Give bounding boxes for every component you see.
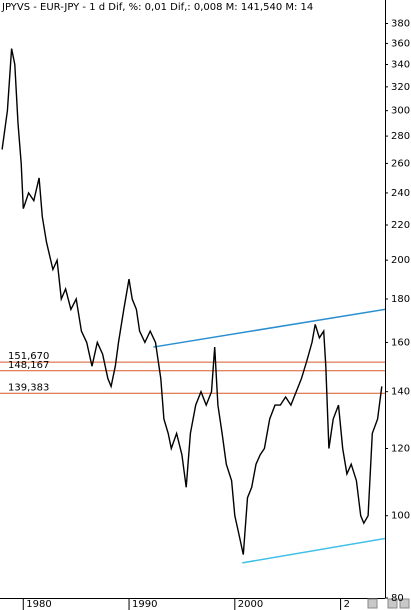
icon[interactable] [399,598,410,609]
icon[interactable] [387,598,398,609]
level-label: 151,670 [8,351,49,362]
price-line [1,48,383,555]
x-tick-label: 1990 [132,599,157,610]
y-tick-label: 140 [391,387,410,398]
y-tick-label: 260 [391,158,410,169]
chart-title: JPYVS - EUR-JPY - 1 d Dif, %: 0,01 Dif,:… [1,2,313,13]
level-label: 148,167 [8,360,49,371]
icon[interactable] [367,598,378,609]
y-tick-label: 380 [391,18,410,29]
level-label: 139,383 [8,382,49,393]
y-tick-label: 120 [391,444,410,455]
toolbar-icons [367,598,410,609]
y-tick-label: 340 [391,60,410,71]
trend-line [242,537,386,564]
x-tick-label: 2000 [238,599,263,610]
header-bg [0,0,385,13]
y-tick-label: 180 [391,294,410,305]
y-tick-label: 200 [391,255,410,266]
y-tick-label: 320 [391,82,410,93]
y-tick-label: 240 [391,188,410,199]
y-tick-label: 80 [391,593,404,604]
trend-line [153,308,386,348]
x-tick-label: 1980 [26,599,51,610]
x-tick-label: 2 [344,599,350,610]
y-tick-label: 360 [391,38,410,49]
y-tick-label: 300 [391,106,410,117]
y-tick-label: 160 [391,337,410,348]
y-tick-label: 280 [391,131,410,142]
y-tick-label: 220 [391,220,410,231]
y-tick-label: 100 [391,511,410,522]
